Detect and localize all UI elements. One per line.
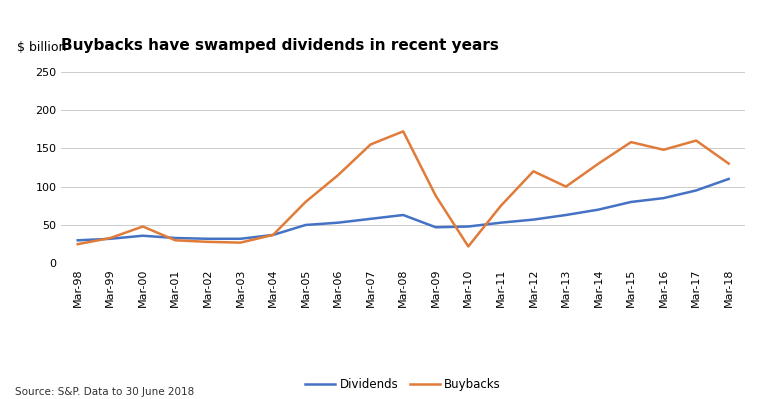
Buybacks (464, 244, 473, 249)
Buybacks (659, 147, 668, 152)
Buybacks (529, 169, 538, 174)
Buybacks (366, 142, 376, 147)
Buybacks (170, 238, 180, 243)
Dividends (268, 233, 277, 237)
Buybacks (236, 240, 245, 245)
Text: $ billion: $ billion (17, 41, 66, 54)
Dividends (496, 220, 505, 225)
Buybacks (561, 184, 571, 189)
Dividends (627, 200, 636, 204)
Dividends (204, 236, 213, 241)
Dividends (333, 220, 343, 225)
Buybacks (431, 194, 440, 198)
Dividends (464, 224, 473, 229)
Dividends (561, 213, 571, 217)
Buybacks (204, 239, 213, 244)
Dividends (366, 216, 376, 221)
Buybacks (333, 173, 343, 178)
Dividends (106, 236, 115, 241)
Line: Dividends: Dividends (78, 179, 729, 240)
Buybacks (496, 203, 505, 208)
Dividends (301, 223, 310, 227)
Dividends (724, 176, 733, 181)
Buybacks (627, 140, 636, 144)
Dividends (138, 233, 147, 238)
Buybacks (594, 161, 603, 166)
Dividends (659, 196, 668, 201)
Dividends (73, 238, 82, 243)
Dividends (236, 236, 245, 241)
Dividends (594, 207, 603, 212)
Dividends (431, 225, 440, 230)
Buybacks (691, 138, 700, 143)
Dividends (691, 188, 700, 193)
Buybacks (724, 161, 733, 166)
Line: Buybacks: Buybacks (78, 131, 729, 247)
Dividends (399, 213, 408, 217)
Dividends (170, 236, 180, 241)
Buybacks (301, 200, 310, 204)
Dividends (529, 217, 538, 222)
Buybacks (399, 129, 408, 134)
Legend: Dividends, Buybacks: Dividends, Buybacks (300, 373, 506, 395)
Buybacks (106, 236, 115, 241)
Text: Source: S&P. Data to 30 June 2018: Source: S&P. Data to 30 June 2018 (15, 387, 194, 397)
Buybacks (73, 242, 82, 247)
Buybacks (268, 233, 277, 237)
Text: Buybacks have swamped dividends in recent years: Buybacks have swamped dividends in recen… (61, 38, 499, 53)
Buybacks (138, 224, 147, 229)
